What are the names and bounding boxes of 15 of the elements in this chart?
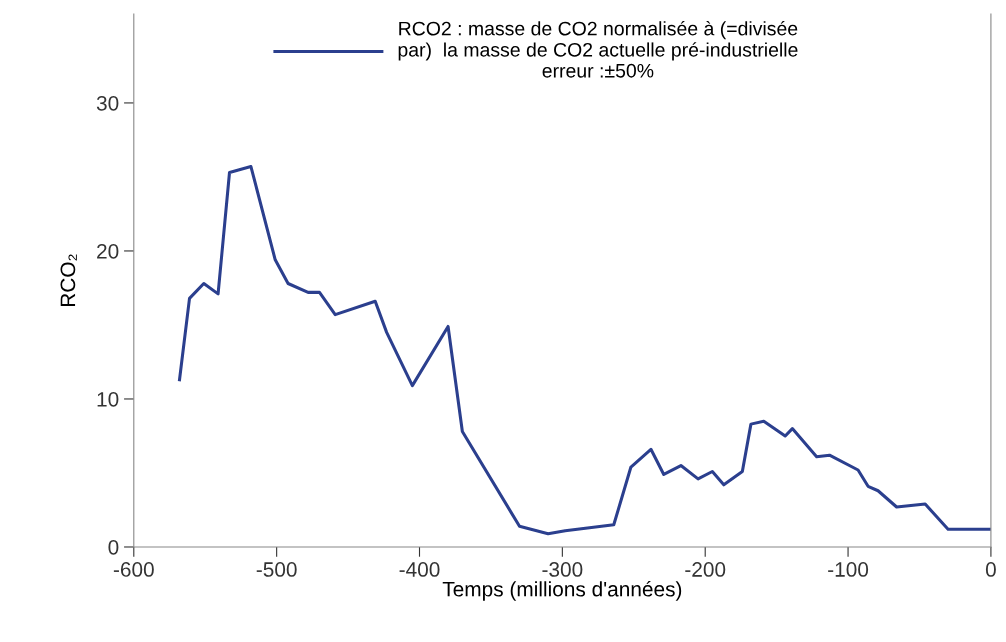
- y-tick-label: 0: [108, 539, 119, 555]
- x-axis-title: Temps (millions d'années): [442, 580, 682, 601]
- y-axis-title: RCO₂: [60, 254, 77, 307]
- y-tick-label: 20: [97, 243, 119, 259]
- text: RCO2 : masse de CO2 normalisée à (=divisée par) la masse de CO2 actuelle pré-industrielle erreur :±50%: [398, 20, 798, 78]
- x-tick-label: 0: [985, 562, 996, 577]
- x-tick-label: -300: [542, 562, 583, 577]
- x-tick-label: -100: [828, 562, 869, 577]
- x-tick-label: -500: [256, 562, 297, 577]
- x-tick-label: -600: [113, 562, 154, 577]
- x-tick-label: -200: [685, 562, 726, 577]
- y-tick-label: 30: [96, 95, 119, 111]
- y-tick-label: 10: [97, 391, 119, 407]
- x-tick-label: -400: [399, 562, 440, 577]
- line-series: [177, 165, 991, 536]
